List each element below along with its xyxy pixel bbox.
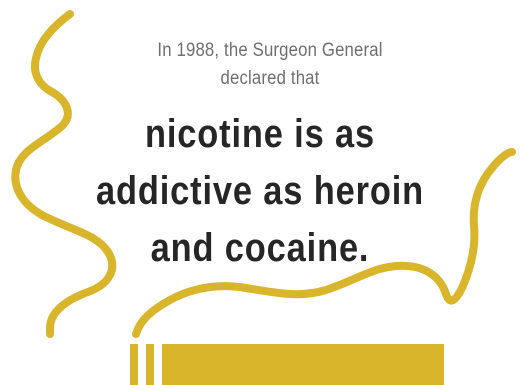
intro-line-2: declared that <box>220 68 320 89</box>
intro-line-1: In 1988, the Surgeon General <box>157 40 383 61</box>
cigarette-ash-bar-1 <box>130 344 138 385</box>
smoke-outline-left <box>11 10 117 338</box>
headline-line-1: nicotine is as <box>145 112 375 156</box>
cigarette-body <box>162 344 444 385</box>
headline-line-3: and cocaine. <box>150 226 370 270</box>
cigarette-ash-bar-2 <box>146 344 154 385</box>
headline-line-2: addictive as heroin <box>96 169 424 213</box>
smoke-outline-right <box>132 148 516 338</box>
